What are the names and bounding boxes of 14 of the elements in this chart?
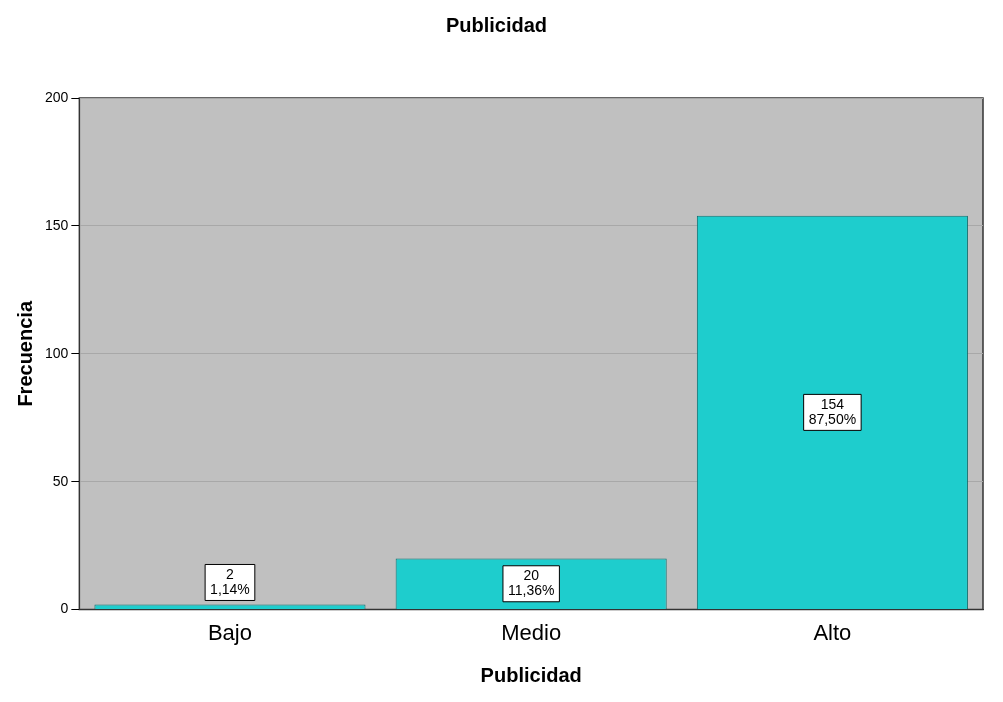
x-tick-label: Alto	[813, 619, 852, 645]
y-tick-label: 150	[45, 216, 69, 233]
y-tick-label: 100	[45, 344, 69, 361]
y-axis-title: Frecuencia	[13, 300, 36, 407]
y-tick-label: 50	[52, 472, 69, 489]
chart-title: Publicidad	[445, 13, 548, 36]
data-label: 2 1,14%	[210, 565, 250, 597]
y-tick-label: 0	[60, 600, 69, 617]
data-label: 154 87,50%	[808, 395, 857, 427]
x-tick-label: Medio	[501, 619, 562, 645]
x-axis-title: Publicidad	[480, 663, 582, 686]
y-tick-label: 200	[45, 88, 69, 105]
data-label: 20 11,36%	[507, 567, 555, 599]
x-tick-label: Bajo	[207, 619, 252, 645]
